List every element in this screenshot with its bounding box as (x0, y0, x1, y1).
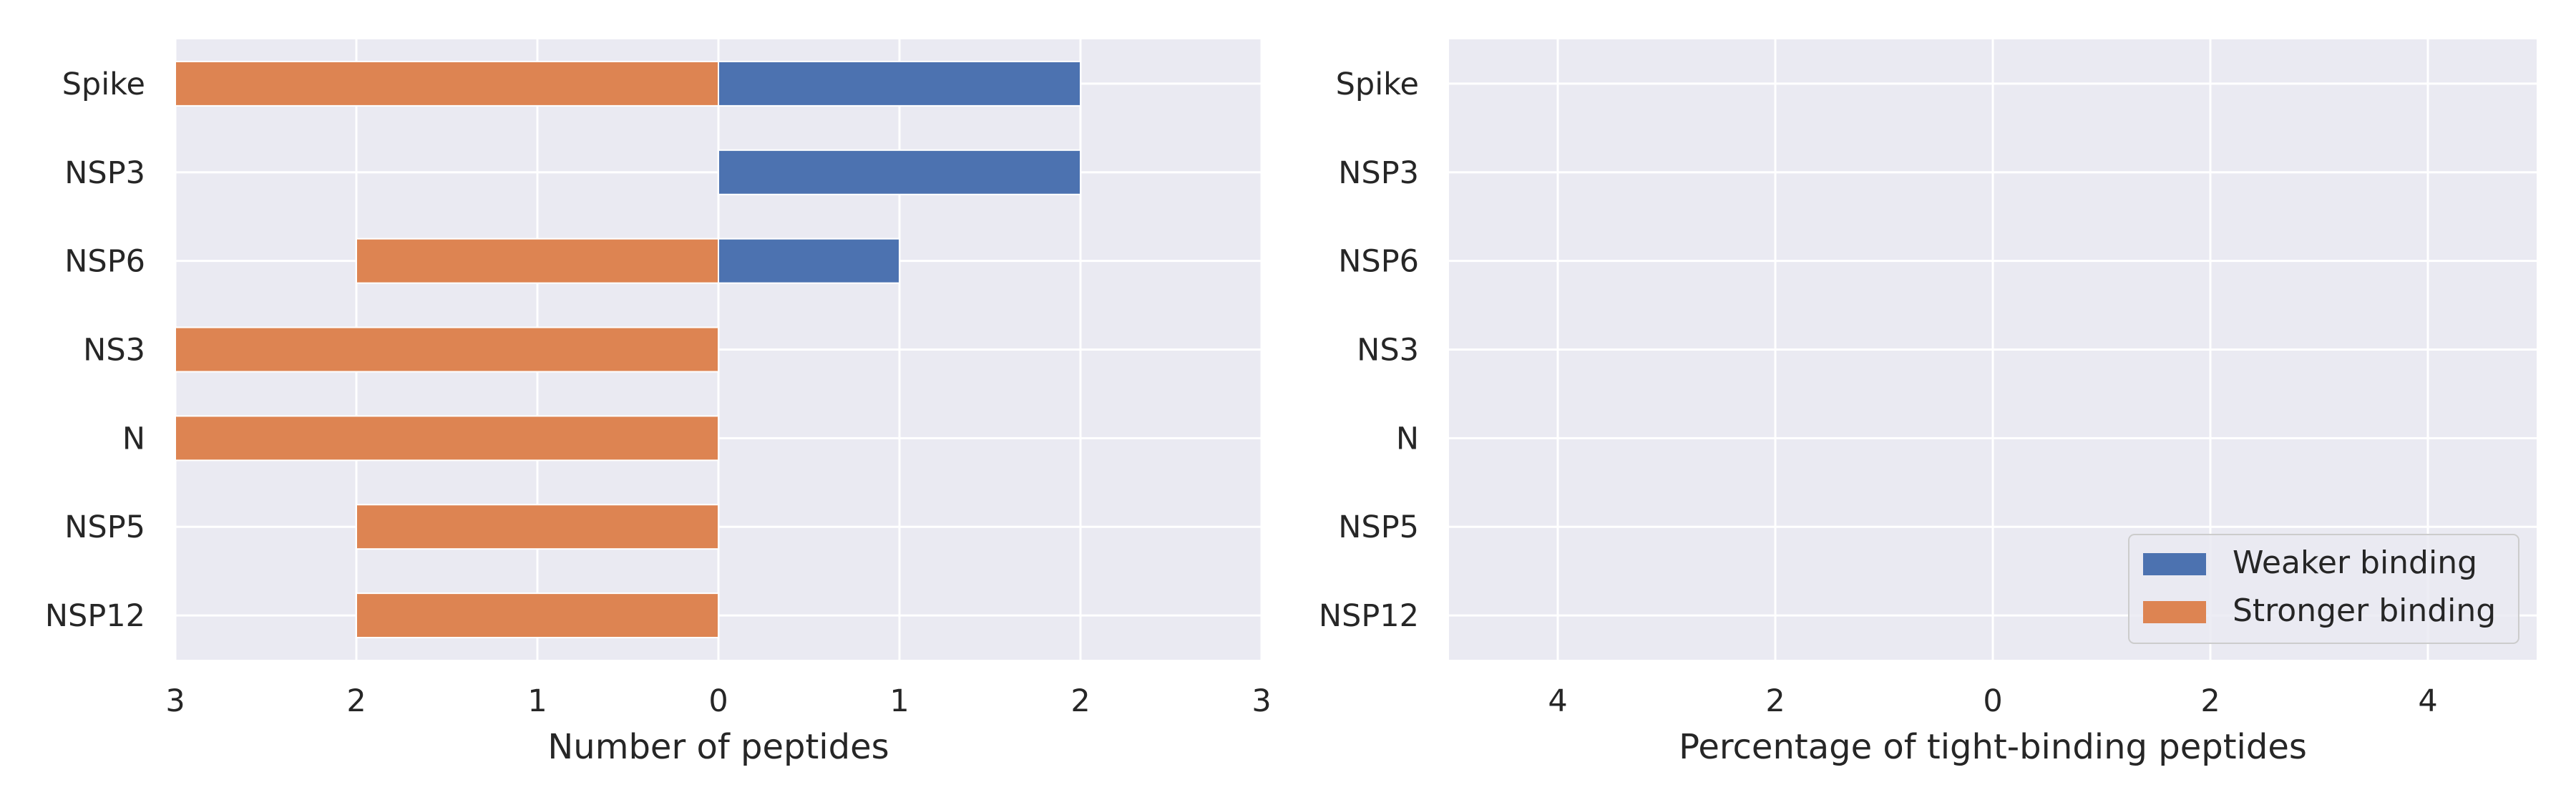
y-tick-label-1-4: N (122, 421, 145, 457)
x-tick-label-1-4: 1 (889, 683, 909, 719)
x-axis-title-2: Percentage of tight-binding peptides (1679, 727, 2307, 767)
y-tick-label-2-5: NSP5 (1338, 509, 1419, 545)
y-tick-label-2-4: N (1396, 421, 1419, 457)
bar-1-weaker-nsp6 (718, 238, 900, 284)
x-tick-label-2-2: 0 (1983, 683, 2002, 719)
bar-1-stronger-ns3 (175, 326, 719, 373)
bar-1-weaker-nsp3 (718, 149, 1081, 195)
y-tick-label-2-3: NS3 (1357, 333, 1419, 369)
x-tick-label-1-1: 2 (346, 683, 366, 719)
y-tick-label-1-1: NSP3 (64, 155, 145, 191)
legend-label-0: Weaker binding (2233, 545, 2477, 581)
x-tick-label-1-5: 2 (1070, 683, 1090, 719)
x-tick-label-2-0: 4 (1548, 683, 1567, 719)
x-tick-label-2-1: 2 (1765, 683, 1785, 719)
y-tick-label-1-0: Spike (62, 67, 145, 102)
y-tick-label-2-2: NSP6 (1338, 244, 1419, 280)
bar-1-weaker-spike (718, 60, 1081, 107)
legend-label-1: Stronger binding (2233, 592, 2496, 629)
x-axis-title-1: Number of peptides (547, 727, 889, 767)
y-tick-label-1-5: NSP5 (64, 509, 145, 545)
x-tick-label-1-6: 3 (1252, 683, 1271, 719)
y-tick-label-2-6: NSP12 (1319, 598, 1419, 634)
x-tick-label-2-4: 4 (2418, 683, 2437, 719)
legend-box (2128, 534, 2519, 644)
legend-swatch-1 (2143, 601, 2206, 623)
y-tick-label-2-0: Spike (1336, 67, 1419, 102)
x-tick-label-1-2: 1 (527, 683, 547, 719)
x-tick-label-1-3: 0 (708, 683, 728, 719)
y-tick-label-1-2: NSP6 (64, 244, 145, 280)
bar-1-stronger-nsp12 (356, 592, 719, 639)
y-tick-label-1-3: NS3 (83, 333, 145, 369)
bar-1-stronger-nsp6 (356, 238, 719, 284)
bar-1-stronger-spike (175, 60, 719, 107)
x-tick-label-1-0: 3 (165, 683, 185, 719)
x-tick-label-2-3: 2 (2200, 683, 2220, 719)
legend-swatch-0 (2143, 553, 2206, 575)
bar-1-stronger-n (175, 415, 719, 462)
y-tick-label-1-6: NSP12 (45, 598, 145, 634)
bar-1-stronger-nsp5 (356, 504, 719, 550)
y-tick-label-2-1: NSP3 (1338, 155, 1419, 191)
